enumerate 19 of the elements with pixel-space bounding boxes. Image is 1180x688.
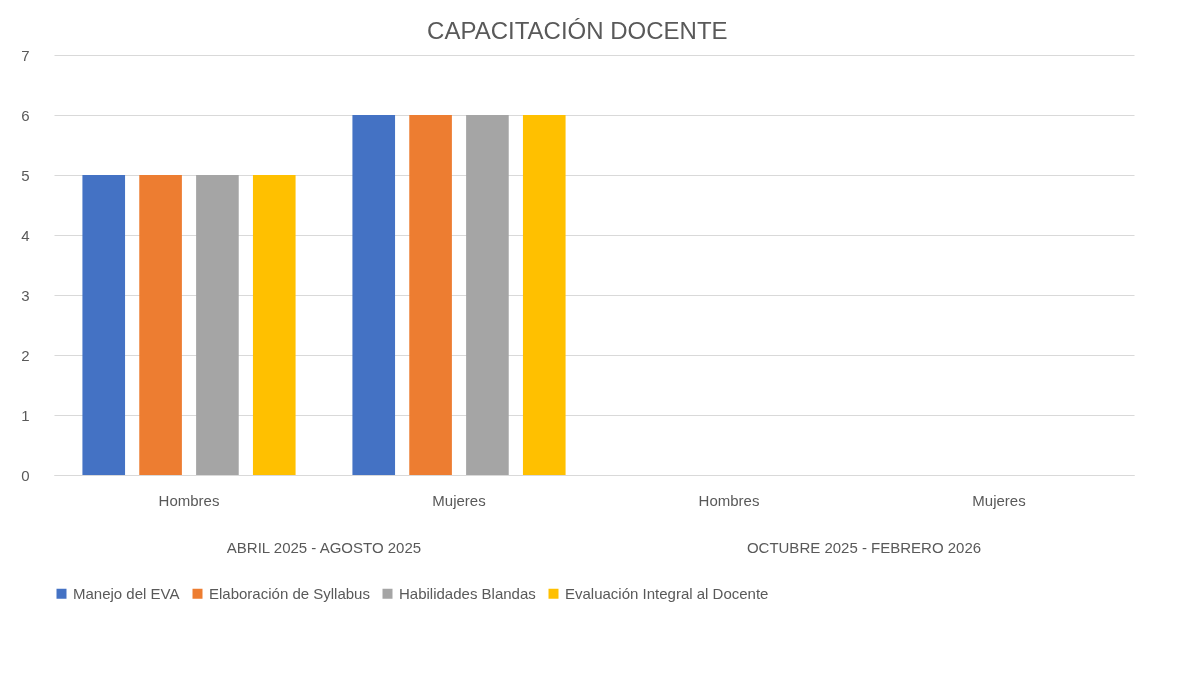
- y-tick-label: 3: [21, 286, 30, 304]
- x-tick-label: Hombres: [698, 491, 760, 509]
- legend-label: Habilidades Blandas: [399, 584, 536, 602]
- y-tick-label: 6: [21, 106, 30, 124]
- legend-label: Elaboración de Syllabus: [209, 584, 370, 602]
- x-tick-label: Hombres: [158, 491, 220, 509]
- y-tick-label: 5: [21, 166, 30, 184]
- legend-label: Evaluación Integral al Docente: [565, 584, 769, 602]
- text: OCTUBRE 2025 - FEBRERO 2026: [746, 539, 982, 556]
- legend-label: Manejo del EVA: [73, 584, 180, 602]
- x-tick-label: Mujeres: [432, 491, 486, 509]
- x-tick-label: Mujeres: [972, 491, 1026, 509]
- y-tick-label: 0: [21, 466, 30, 484]
- y-tick-label: 2: [21, 346, 30, 364]
- chart-title: CAPACITACIÓN DOCENTE: [427, 17, 728, 44]
- y-tick-label: 1: [21, 406, 30, 424]
- y-tick-label: 7: [21, 46, 30, 64]
- text: ABRIL 2025 - AGOSTO 2025: [226, 539, 422, 556]
- y-tick-label: 4: [21, 226, 30, 244]
